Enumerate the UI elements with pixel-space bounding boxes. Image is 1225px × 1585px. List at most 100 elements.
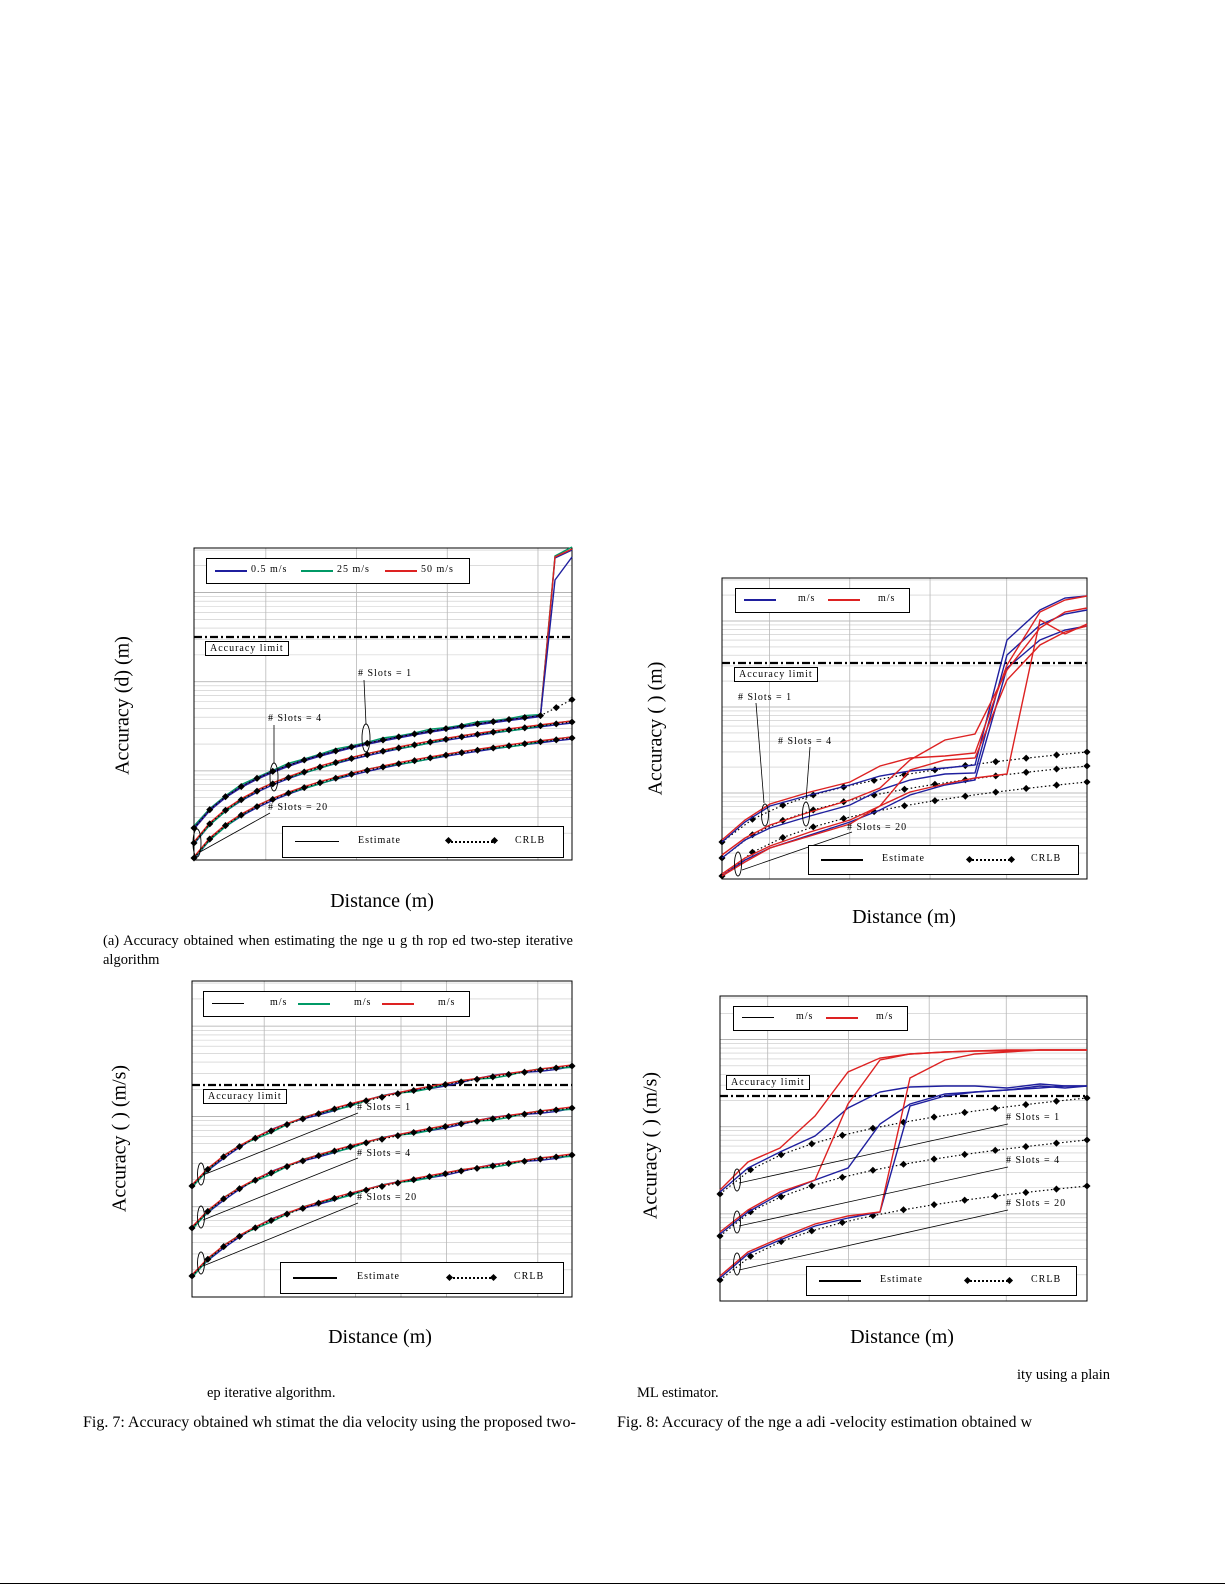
crlb-marker <box>206 806 214 814</box>
crlb-marker <box>568 696 576 704</box>
crlb-marker <box>316 779 324 787</box>
crlb-marker <box>809 823 817 831</box>
plot-frame <box>193 547 573 861</box>
crlb-marker <box>458 749 466 757</box>
crlb-marker <box>1022 1143 1030 1151</box>
annotation-pointer <box>363 679 367 725</box>
crlb-marker <box>426 738 434 746</box>
crlb-marker <box>363 751 371 759</box>
crlb-marker <box>442 751 450 759</box>
legend-estimate-crlb-7a: Estimate CRLB <box>282 826 564 858</box>
accuracy-limit-label: Accuracy limit <box>205 641 289 656</box>
group-ellipse <box>733 1252 741 1276</box>
crlb-marker <box>838 1131 846 1139</box>
estimate-curve-red <box>719 1049 1087 1277</box>
crlb-marker <box>284 774 293 782</box>
x-axis-label: Distance (m) <box>328 1326 432 1348</box>
crlb-marker <box>473 746 482 754</box>
legend-speeds-8a: m/s m/s <box>735 588 910 613</box>
group-ellipse <box>197 1251 205 1275</box>
crlb-marker <box>395 744 403 752</box>
crlb-marker <box>568 718 576 726</box>
x-axis-label: Distance (m) <box>852 906 956 928</box>
crlb-marker <box>206 835 214 843</box>
crlb-marker <box>1022 1101 1030 1109</box>
crlb-marker <box>961 1150 969 1158</box>
crlb-marker <box>1022 754 1030 762</box>
legend-estimate-crlb-7b: Estimate CRLB <box>280 1262 564 1294</box>
slots-label: # Slots = 4 <box>268 713 323 724</box>
crlb-marker <box>426 727 434 735</box>
page-bottom-rule <box>0 1583 1225 1584</box>
legend-label: Estimate <box>880 1274 923 1285</box>
crlb-marker <box>869 1166 877 1174</box>
crlb-marker <box>332 759 340 767</box>
crlb-marker <box>221 806 230 814</box>
estimate-curve-blue <box>719 1085 1087 1279</box>
estimate-curve-blue <box>721 609 1088 859</box>
slots-label: # Slots = 1 <box>357 1102 412 1113</box>
crlb-marker <box>237 811 245 819</box>
crlb-marker <box>1083 1136 1091 1144</box>
crlb-marker <box>961 1196 969 1204</box>
crlb-marker <box>899 1206 908 1214</box>
crlb-marker <box>379 736 387 744</box>
subcaption-8b-right: ity using a plain <box>1016 1367 1110 1383</box>
crlb-marker <box>473 720 482 728</box>
legend-label: m/s <box>878 593 896 604</box>
crlb-marker <box>505 742 513 750</box>
crlb-marker <box>458 722 466 730</box>
crlb-marker <box>206 820 214 828</box>
crlb-marker <box>442 735 450 743</box>
crlb-marker <box>410 730 419 738</box>
group-ellipse <box>192 828 202 858</box>
legend-label: Estimate <box>358 835 401 846</box>
plot-frame <box>721 577 1088 880</box>
annotation-pointer <box>738 1166 1009 1227</box>
legend-label: m/s <box>876 1011 894 1022</box>
slots-label: # Slots = 4 <box>1006 1155 1061 1166</box>
crlb-marker <box>931 797 939 805</box>
estimate-curve-red <box>721 607 1088 856</box>
figure-7-caption: Fig. 7: Accuracy obtained wh stimat the … <box>83 1414 576 1431</box>
crlb-marker <box>991 1192 999 1200</box>
crlb-marker <box>505 726 513 734</box>
group-ellipse <box>802 801 810 827</box>
crlb-marker <box>332 774 340 782</box>
annotation-pointer <box>738 1123 1009 1184</box>
legend-label: m/s <box>354 997 372 1008</box>
estimate-curve-blue <box>719 1083 1087 1193</box>
crlb-marker <box>521 724 529 732</box>
slots-label: # Slots = 20 <box>268 802 329 813</box>
crlb-marker <box>363 766 371 774</box>
crlb-marker <box>505 716 513 724</box>
figure-7b-plot <box>188 980 576 1298</box>
crlb-marker <box>347 754 356 763</box>
legend-label: m/s <box>798 593 816 604</box>
crlb-marker <box>237 783 245 791</box>
subcaption-7a: (a) Accuracy obtained when estimating th… <box>103 933 573 968</box>
crlb-marker <box>536 722 545 730</box>
estimate-curve-red <box>721 595 1088 841</box>
slots-label: # Slots = 4 <box>778 736 833 747</box>
crlb-marker <box>992 758 1000 766</box>
legend-label: CRLB <box>514 1271 545 1282</box>
legend-estimate-crlb-8b: Estimate CRLB <box>806 1266 1077 1296</box>
crlb-marker <box>300 784 308 792</box>
crlb-marker <box>1052 1097 1060 1105</box>
crlb-marker <box>284 761 293 769</box>
annotation-pointer <box>805 746 811 801</box>
figure-8-caption: Fig. 8: Accuracy of the nge a adi -veloc… <box>617 1414 1032 1431</box>
crlb-marker <box>748 815 756 823</box>
crlb-marker <box>552 704 560 712</box>
accuracy-limit-label: Accuracy limit <box>734 667 818 682</box>
crlb-marker <box>991 1104 999 1112</box>
legend-label: CRLB <box>1031 1274 1062 1285</box>
group-ellipse <box>197 1205 205 1229</box>
crlb-marker <box>332 747 340 755</box>
figure-8a-plot <box>718 577 1091 880</box>
annotation-pointer <box>202 1157 359 1221</box>
crlb-marker <box>473 730 482 738</box>
crlb-marker <box>347 770 356 778</box>
crlb-marker <box>379 763 387 771</box>
